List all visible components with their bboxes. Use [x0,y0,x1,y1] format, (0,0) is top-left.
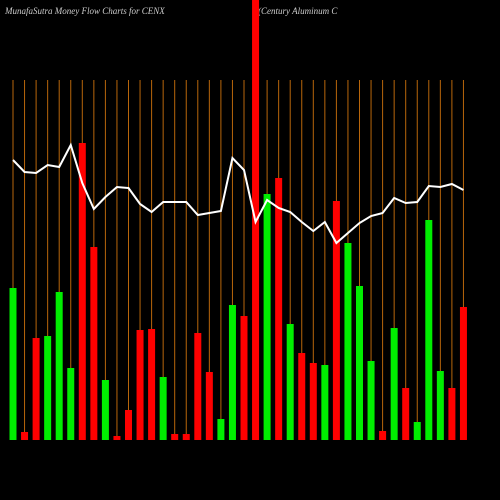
bar [9,288,17,440]
bar [113,436,121,440]
bar [90,247,98,440]
bar [321,365,329,440]
bar [101,380,109,440]
money-flow-line [12,142,464,245]
bar [78,143,86,440]
bar [356,286,363,440]
bar [344,243,352,440]
bar [125,410,132,440]
bar [217,419,225,440]
bar [228,305,236,440]
bar [298,353,306,440]
bar [379,431,387,440]
bar [367,361,375,440]
bar [44,336,52,440]
chart-subtitle: (Century Aluminum C [258,6,338,16]
bar [459,307,467,440]
bar [448,388,456,440]
bar [402,388,410,440]
bar [275,178,283,440]
bar [286,324,294,440]
bar [309,363,317,440]
bar [55,292,63,440]
bar [413,422,421,440]
bar [436,371,444,440]
bar [32,338,40,440]
chart-title: MunafaSutra Money Flow Charts for CENX [4,6,165,16]
bar [182,434,190,440]
bar [136,330,144,440]
bar [332,201,340,440]
bar [263,194,271,440]
bar [159,377,167,440]
bar [148,329,156,440]
bar [21,432,29,440]
bar [194,333,202,440]
bar [67,368,75,440]
bar [425,220,433,440]
bar [240,316,248,440]
bar [171,434,179,440]
bar [390,328,398,440]
bar [205,372,213,440]
